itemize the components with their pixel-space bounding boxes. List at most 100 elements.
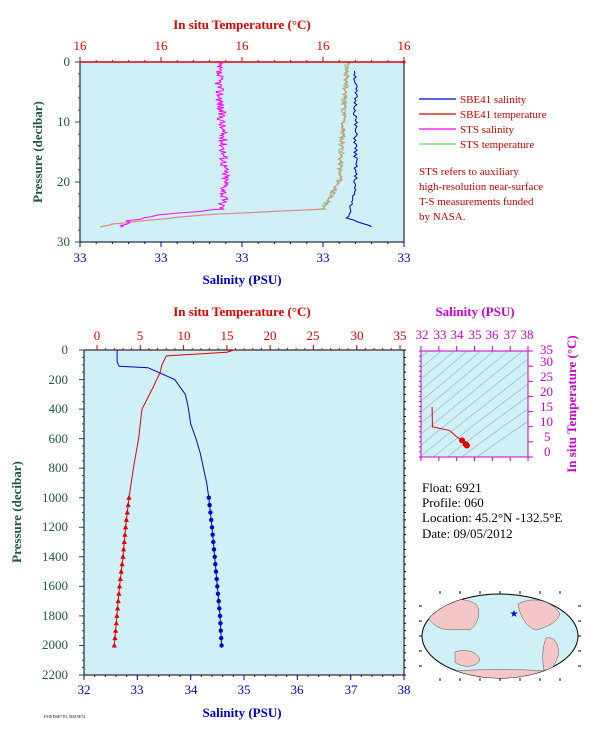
main-pressure-tick-label: 0 [62, 342, 69, 357]
ts-salinity-axis-title: Salinity (PSU) [435, 304, 514, 319]
top-plot-curves [80, 60, 406, 228]
legend: SBE41 salinity SBE41 temperature STS sal… [419, 94, 547, 223]
main-pressure-tick-label: 800 [49, 460, 69, 475]
temperature-sample-marker [113, 627, 119, 633]
legend-label-sts-salinity: STS salinity [460, 124, 515, 136]
temperature-sample-marker [115, 598, 121, 604]
ts-sal-tick-label: 38 [521, 327, 534, 342]
temperature-sample-marker [118, 568, 124, 574]
map-land-north-america [517, 599, 561, 631]
main-sal-tick-label: 36 [291, 682, 305, 697]
ts-diagram: Salinity (PSU) In situ Temperature (°C) … [416, 304, 580, 473]
temperature-sample-marker [124, 509, 130, 515]
density-isoline [476, 421, 528, 457]
top-sal-tick-label: 33 [236, 250, 249, 265]
salinity-sample-marker [210, 532, 215, 537]
float-info: Float: 6921 Profile: 060 Location: 45.2°… [422, 480, 562, 541]
top-plot: In situ Temperature (°C) Salinity (PSU) … [30, 17, 411, 287]
density-isoline [446, 396, 528, 457]
sts-temperature-shadow-line [100, 61, 351, 228]
density-isoline [421, 351, 442, 369]
sts-note-line: T-S measurements funded [419, 196, 534, 208]
top-temperature-axis-title: In situ Temperature (°C) [173, 17, 311, 32]
main-sal-tick-label: 35 [238, 682, 251, 697]
ts-temp-tick-label: 35 [540, 342, 553, 357]
main-plot: In situ Temperature (°C) Salinity (PSU) … [9, 304, 411, 720]
temperature-sample-marker [111, 642, 117, 648]
salinity-sample-marker [212, 554, 217, 559]
ts-deep-marker [459, 437, 465, 444]
main-pressure-tick-label: 1200 [42, 519, 68, 534]
ts-temp-tick-label: 0 [544, 444, 551, 459]
main-pressure-tick-label: 200 [49, 372, 69, 387]
temperature-sample-marker [114, 612, 120, 618]
float-location-marker: ★ [510, 609, 519, 620]
sbe41-salinity-line [116, 350, 223, 646]
salinity-sample-marker [211, 539, 216, 545]
top-temp-tick-label: 16 [155, 38, 169, 53]
main-pressure-tick-label: 2200 [42, 667, 68, 682]
salinity-sample-marker [218, 621, 223, 626]
temperature-sample-marker [116, 590, 122, 596]
top-plot-area [79, 61, 405, 243]
map-land-australia [454, 650, 481, 667]
temperature-sample-marker [121, 539, 127, 544]
ts-deep-marker [464, 442, 470, 449]
legend-label-sts-temperature: STS temperature [460, 139, 534, 151]
info-location: Location: 45.2°N -132.5°E [422, 510, 562, 525]
density-isoline [421, 351, 495, 413]
ts-plot-area [420, 350, 529, 458]
temperature-sample-marker [123, 524, 129, 530]
ts-temperature-axis-title: In situ Temperature (°C) [564, 335, 579, 473]
salinity-sample-marker [207, 502, 212, 508]
density-isoline [421, 351, 455, 380]
main-sal-tick-label: 37 [345, 682, 359, 697]
ts-temp-tick-label: 15 [540, 399, 553, 414]
main-temp-tick-label: 30 [351, 328, 364, 343]
main-pressure-tick-label: 400 [49, 401, 69, 416]
density-isoline [421, 371, 528, 457]
ts-sal-tick-label: 37 [504, 327, 518, 342]
main-temperature-axis-title: In situ Temperature (°C) [173, 304, 311, 319]
top-sal-tick-label: 33 [155, 250, 168, 265]
main-salinity-axis-title: Salinity (PSU) [202, 705, 281, 720]
main-temp-tick-label: 15 [221, 328, 234, 343]
top-temp-tick-label: 16 [236, 38, 250, 53]
main-plot-ticks [79, 345, 406, 680]
salinity-sample-marker [215, 591, 221, 596]
ts-temp-tick-label: 20 [540, 384, 553, 399]
density-isoline [432, 383, 528, 457]
legend-label-sbe41-temperature: SBE41 temperature [460, 109, 547, 121]
temperature-sample-marker [122, 531, 128, 537]
main-pressure-tick-label: 1600 [42, 578, 68, 593]
salinity-sample-marker [216, 598, 221, 604]
temperature-sample-marker [115, 605, 121, 611]
salinity-sample-marker [214, 576, 219, 582]
ts-temp-tick-label: 5 [544, 429, 551, 444]
temperature-sample-marker [123, 516, 129, 522]
sts-note-line: by NASA. [419, 211, 466, 223]
top-temp-tick-label: 16 [398, 38, 412, 53]
salinity-sample-marker [209, 525, 215, 530]
ts-sal-tick-label: 33 [434, 327, 447, 342]
info-date: Date: 09/05/2012 [422, 526, 513, 541]
ts-sal-tick-label: 34 [451, 327, 465, 342]
salinity-sample-marker [206, 495, 211, 500]
salinity-sample-marker [209, 517, 214, 523]
density-isoline [421, 351, 481, 402]
top-temp-tick-label: 16 [317, 38, 331, 53]
sts-salinity-line [118, 61, 231, 228]
temperature-sample-marker [112, 635, 118, 641]
map-land-south-america [542, 637, 559, 672]
density-isoline [421, 351, 468, 391]
ts-temp-tick-label: 25 [540, 369, 553, 384]
footer-fine-print: FSI8 D4E7 EL 9J4E5E74 [44, 714, 85, 719]
top-pressure-tick-label: 20 [57, 174, 70, 189]
salinity-sample-marker [208, 510, 213, 515]
temperature-sample-marker [117, 576, 123, 581]
world-location-map: ★ [419, 591, 581, 681]
top-pressure-tick-label: 30 [57, 234, 70, 249]
top-salinity-axis-title: Salinity (PSU) [202, 272, 281, 287]
